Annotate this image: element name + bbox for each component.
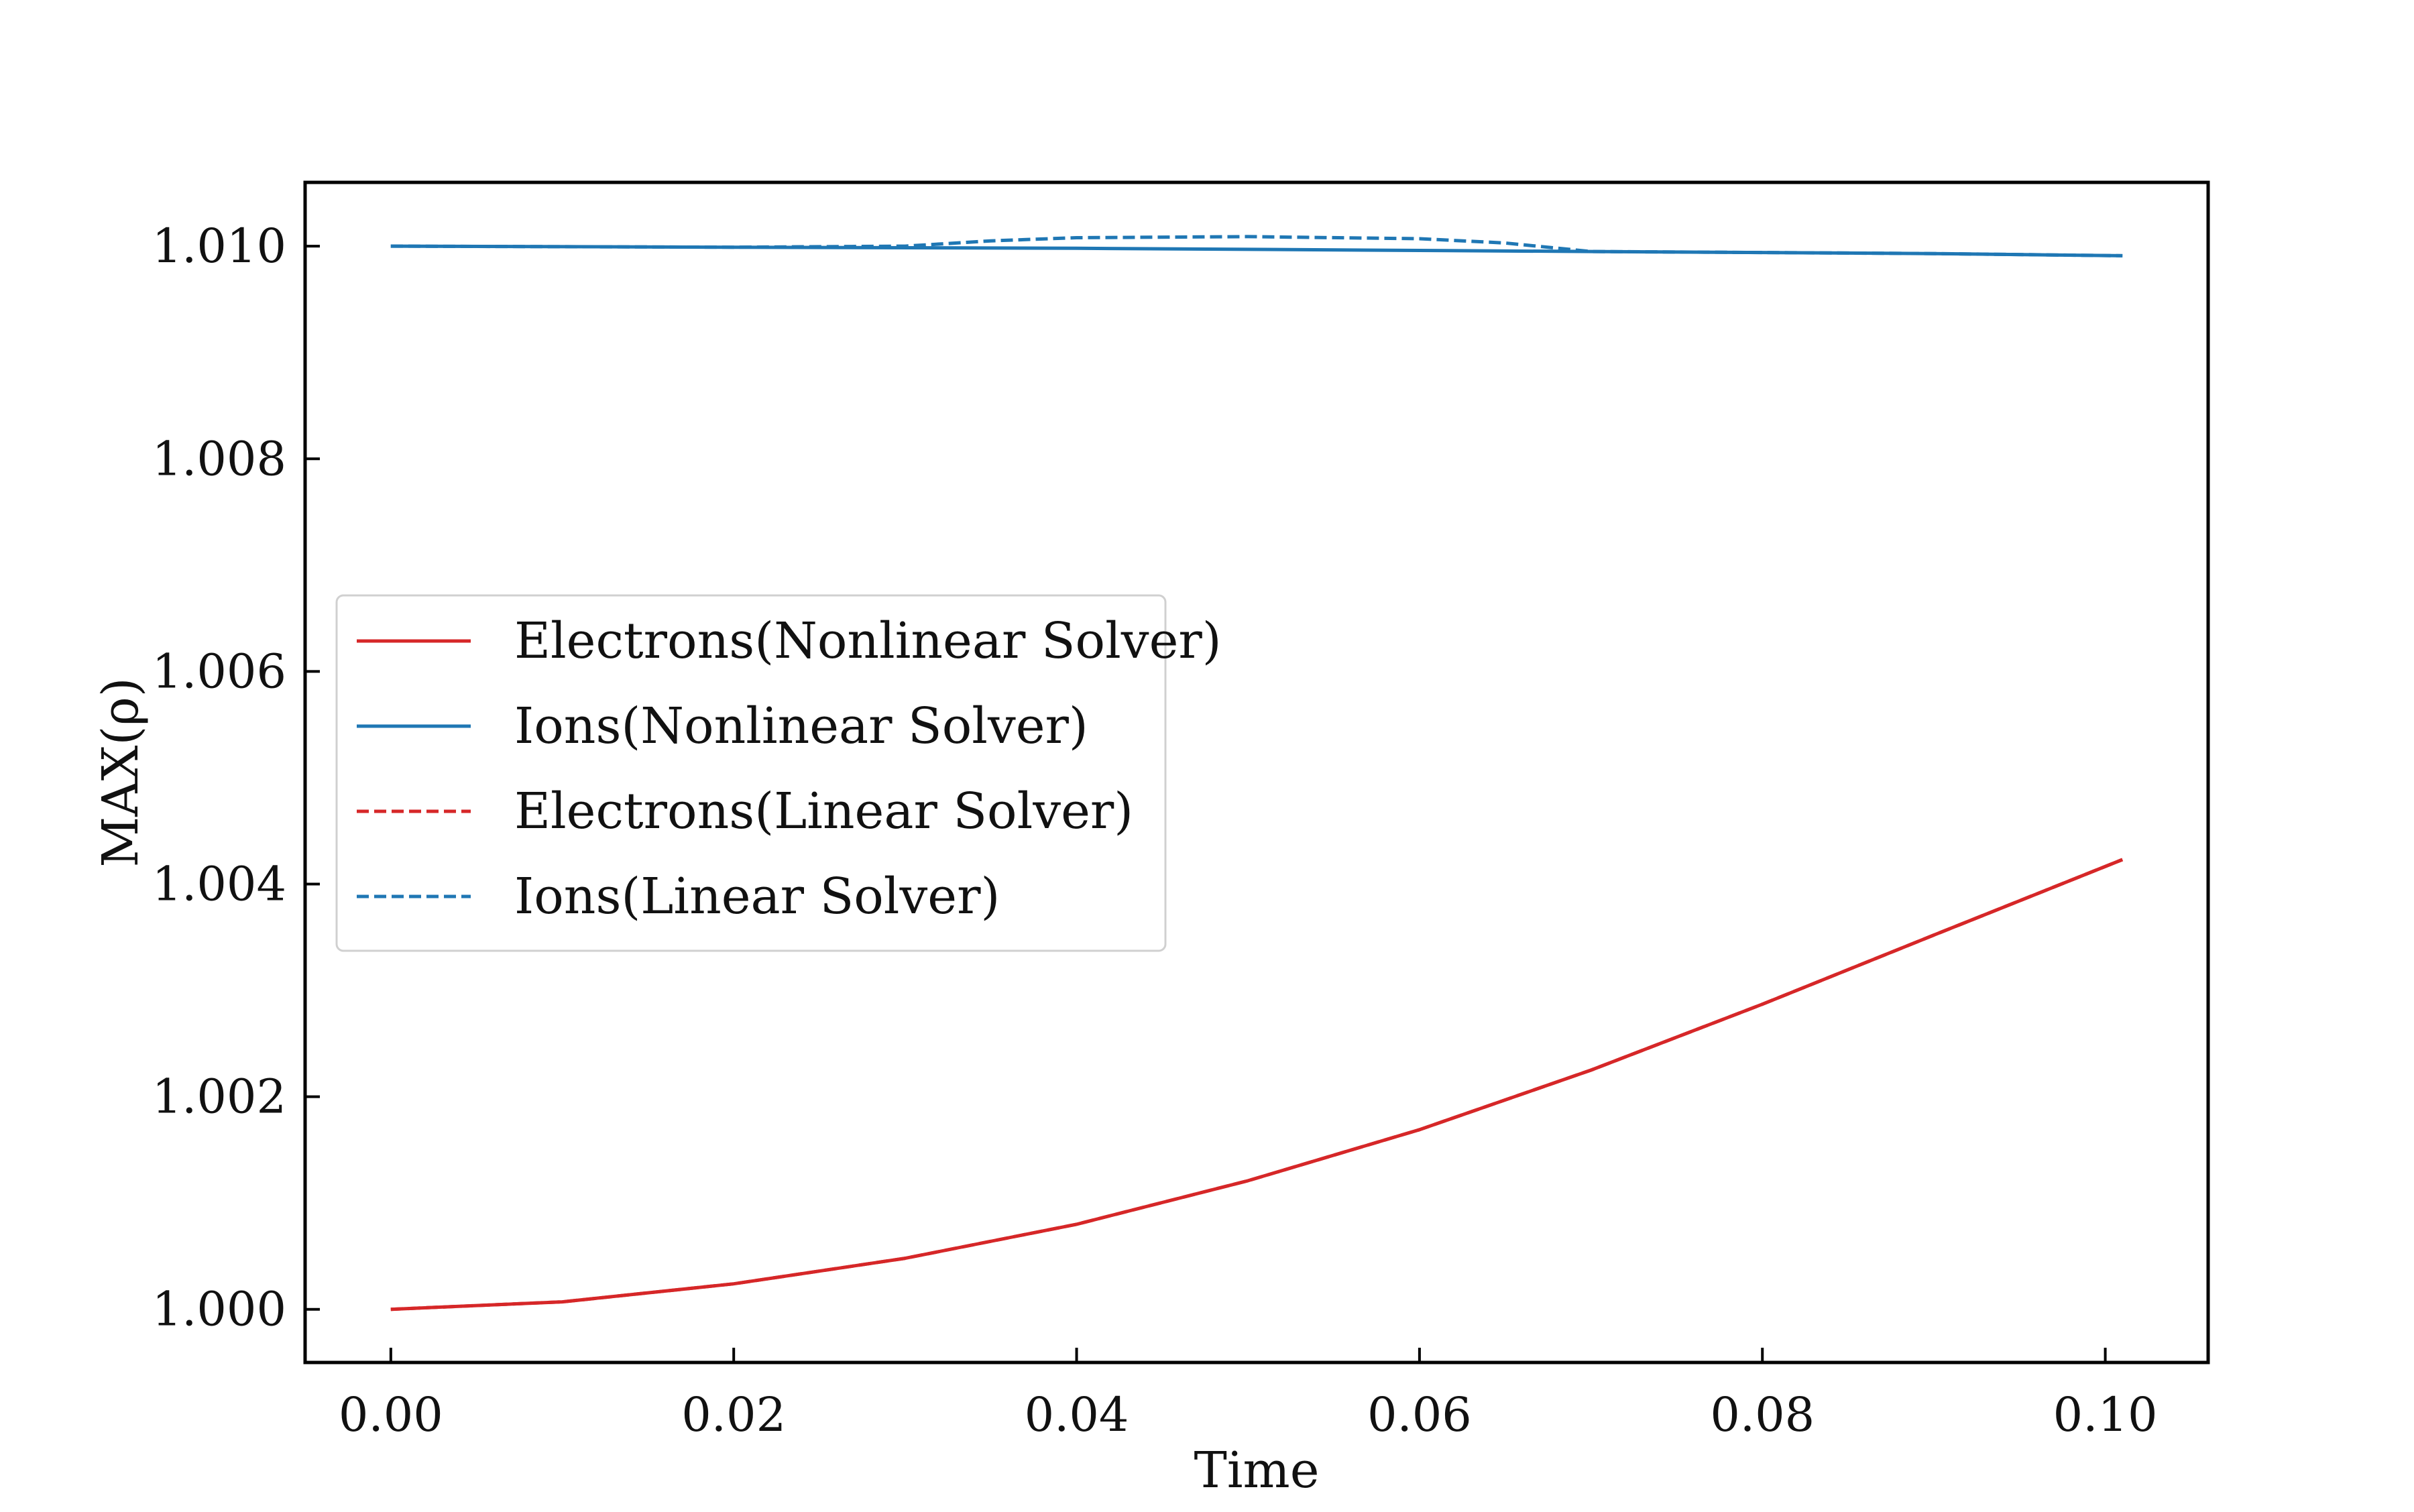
y-tick-label: 1.002	[152, 1069, 286, 1124]
x-tick-label: 0.04	[1025, 1387, 1129, 1442]
series-line-1	[390, 244, 2123, 257]
y-axis-label: MAX(ρ)	[92, 677, 150, 867]
legend-label-2: Electrons(Linear Solver)	[514, 782, 1133, 840]
y-tick-label: 1.010	[152, 219, 286, 274]
y-tick-label: 1.000	[152, 1282, 286, 1337]
x-tick-label: 0.06	[1367, 1387, 1472, 1442]
x-tick-label: 0.02	[681, 1387, 786, 1442]
legend-label-1: Ions(Nonlinear Solver)	[514, 697, 1088, 755]
y-tick-label: 1.006	[152, 644, 286, 699]
x-tick-label: 0.00	[339, 1387, 443, 1442]
x-tick-label: 0.08	[1710, 1387, 1815, 1442]
legend: Electrons(Nonlinear Solver) Ions(Nonlinea…	[335, 594, 1222, 952]
series-line-3	[390, 235, 2123, 257]
axes-layer: 0.00 0.02 0.04 0.06 0.08 0.10 1.000 1.002 1.004 1…	[92, 180, 2210, 1499]
plot-frame	[303, 180, 2210, 1364]
legend-label-0: Electrons(Nonlinear Solver)	[514, 612, 1222, 670]
y-tick-label: 1.004	[152, 856, 286, 911]
x-tick-label: 0.10	[2053, 1387, 2158, 1442]
series-line-2	[390, 858, 2124, 1312]
legend-box	[335, 594, 1167, 952]
x-axis-label: Time	[1194, 1442, 1320, 1499]
legend-label-3: Ions(Linear Solver)	[514, 868, 1000, 925]
series-layer	[390, 235, 2124, 1312]
y-tick-label: 1.008	[152, 431, 286, 486]
